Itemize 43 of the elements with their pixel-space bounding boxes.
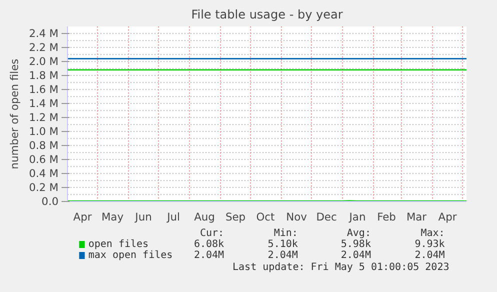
text: Max: <box>420 228 445 239</box>
x-tick-label: Feb <box>377 210 396 224</box>
x-tick-label: Jul <box>166 210 180 224</box>
text: 2.04M <box>414 250 445 261</box>
y-tick-label: 1.0 M <box>28 125 59 138</box>
text: 2.04M <box>268 250 298 261</box>
y-tick-label: 2.4 M <box>28 27 59 40</box>
x-tick-label: May <box>101 210 124 224</box>
y-tick-label: 0.0 <box>42 195 59 208</box>
text: 2.04M <box>340 250 371 261</box>
x-tick-label: Jan <box>348 210 366 224</box>
x-tick-label: Mar <box>406 210 428 224</box>
legend-label: open files <box>88 239 149 250</box>
y-tick-label: 0.4 M <box>28 167 59 180</box>
text: 5.98k <box>340 239 371 250</box>
y-tick-label: 1.6 M <box>28 83 59 96</box>
x-tick-label: Apr <box>73 210 92 224</box>
y-tick-label: 1.8 M <box>28 69 59 82</box>
legend-label: max open files <box>88 250 173 261</box>
y-tick-label: 0.2 M <box>28 181 59 194</box>
x-tick-label: Apr <box>438 210 458 224</box>
text: 9.93k <box>414 239 445 250</box>
text: 5.10k <box>268 239 298 250</box>
x-tick-label: Dec <box>316 210 337 224</box>
text: 2.04M <box>194 250 224 261</box>
text: Cur: <box>200 228 224 239</box>
x-tick-label: Oct <box>256 210 275 224</box>
x-tick-label: Aug <box>194 210 215 224</box>
y-axis-title: number of open files <box>8 58 21 170</box>
y-tick-label: 2.0 M <box>28 55 59 68</box>
x-tick-label: Sep <box>225 210 246 224</box>
text: Last update: Fri May 5 01:00:05 2023 <box>232 262 450 273</box>
text: Min: <box>274 228 298 239</box>
text: 6.08k <box>194 239 224 250</box>
y-tick-label: 2.2 M <box>28 41 59 54</box>
text: Avg: <box>346 228 371 239</box>
y-tick-label: 1.2 M <box>28 111 59 124</box>
x-tick-label: Nov <box>286 210 307 224</box>
y-tick-label: 1.4 M <box>28 97 59 110</box>
y-tick-label: 0.6 M <box>28 153 59 166</box>
chart-title: File table usage - by year <box>191 8 343 22</box>
y-tick-label: 0.8 M <box>28 139 59 152</box>
x-tick-label: Jun <box>134 210 152 224</box>
